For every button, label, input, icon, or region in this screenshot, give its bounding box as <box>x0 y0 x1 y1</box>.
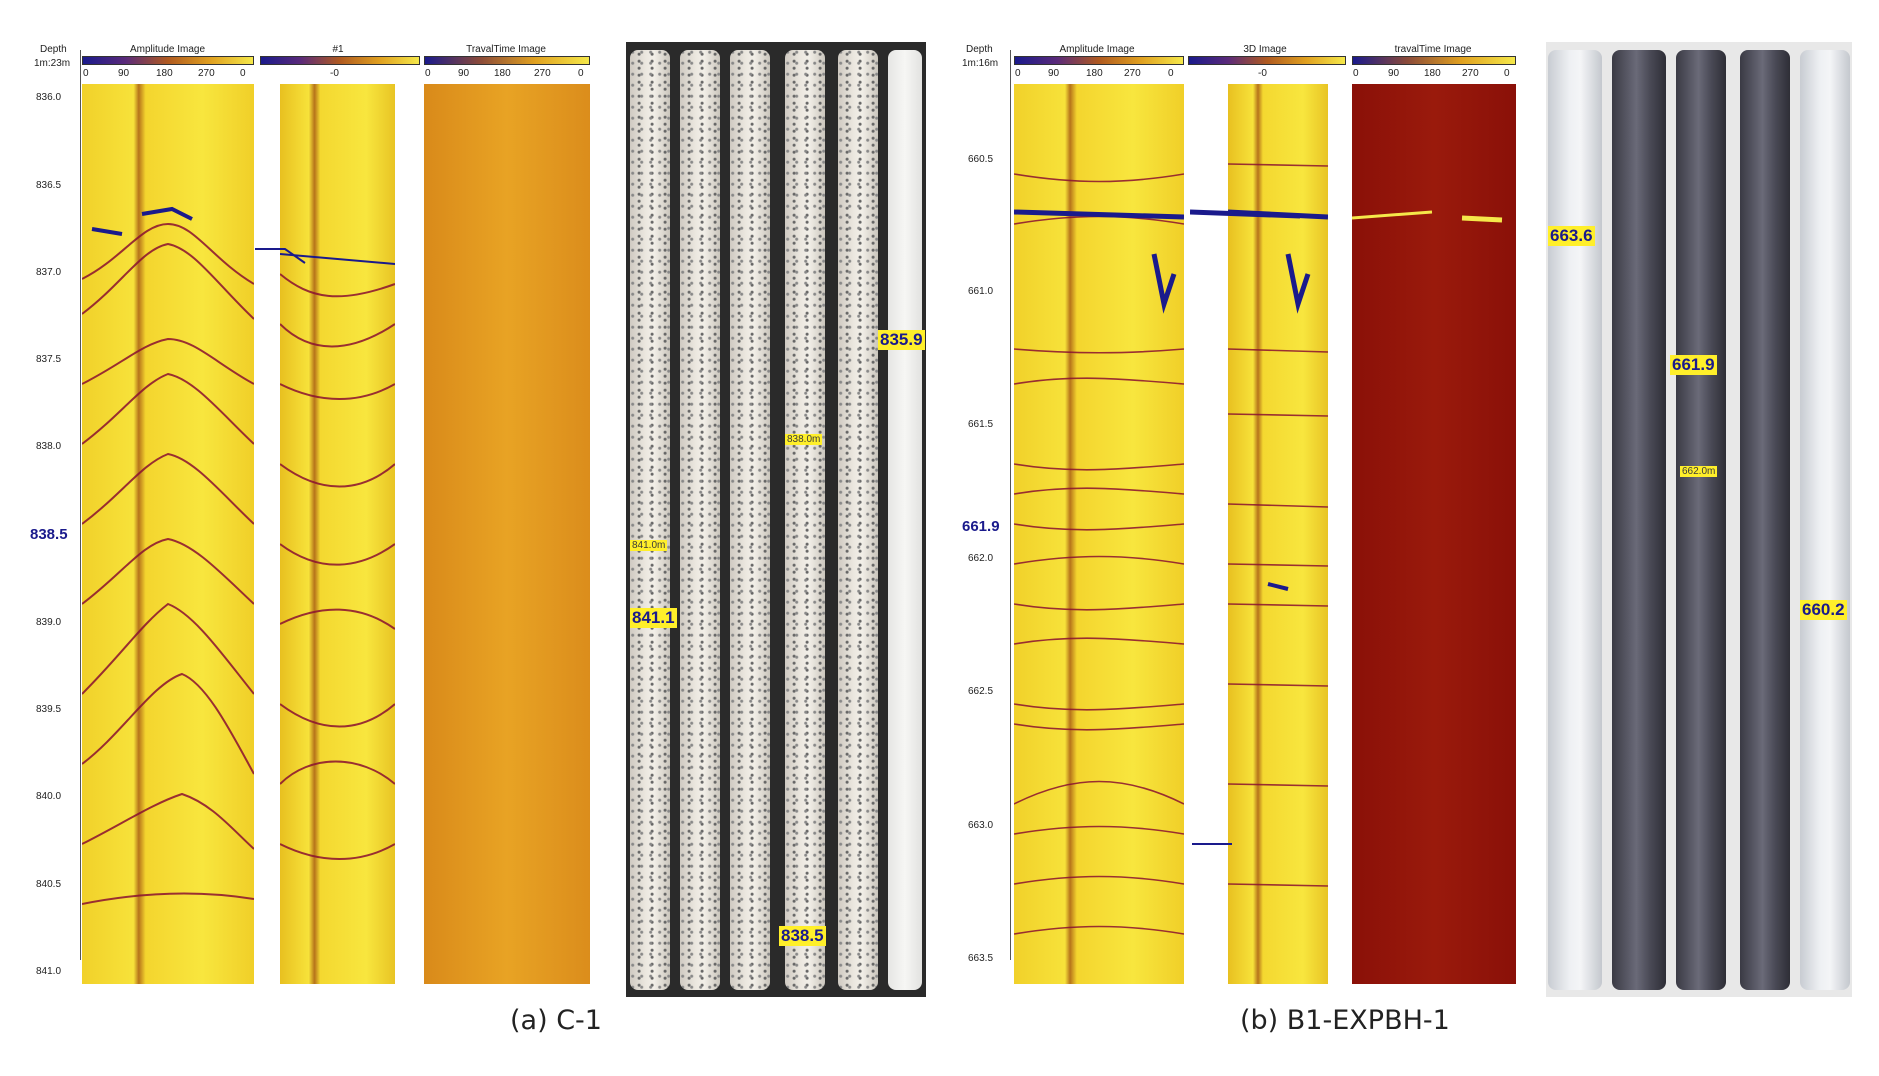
depth-label: 660.5 <box>968 154 994 165</box>
tick: -0 <box>330 68 339 79</box>
tick: 180 <box>494 68 511 79</box>
depth-label: 836.0 <box>36 92 62 103</box>
depth-axis-a <box>80 50 81 960</box>
tick: 180 <box>1424 68 1441 79</box>
track-title-1-a: #1 <box>332 44 344 55</box>
depth-label: 662.0 <box>968 553 994 564</box>
tick: 90 <box>118 68 130 79</box>
fracture-mark-a <box>255 248 306 264</box>
core-sample <box>730 50 770 990</box>
depth-label: 841.0 <box>36 966 62 977</box>
tick: 0 <box>240 68 246 79</box>
fracture-mark-b2 <box>1192 843 1232 845</box>
depth-label: 839.0 <box>36 617 62 628</box>
tick: 0 <box>578 68 584 79</box>
depth-label: 837.5 <box>36 354 62 365</box>
colorbar-amplitude-a <box>82 56 254 65</box>
depth-label: 663.0 <box>968 820 994 831</box>
depth-label: 661.5 <box>968 419 994 430</box>
fracture-mark-b <box>1190 209 1301 219</box>
track-title-amplitude-a: Amplitude Image <box>129 44 206 55</box>
depth-label: 662.5 <box>968 686 994 697</box>
track-title-traveltime-b: travalTime Image <box>1394 44 1472 55</box>
depth-label: 838.0 <box>36 441 62 452</box>
traveltime-log-a <box>424 84 590 984</box>
tick: 0 <box>425 68 431 79</box>
track-title-traveltime-a: TravalTime Image <box>466 44 546 55</box>
tick: 90 <box>458 68 470 79</box>
depth-axis-b <box>1010 50 1011 960</box>
tick: 90 <box>1388 68 1400 79</box>
track-title-3d-b: 3D Image <box>1243 44 1287 55</box>
core-label: 841.1 <box>630 608 677 628</box>
tick: 0 <box>1353 68 1359 79</box>
tick: 180 <box>1086 68 1103 79</box>
depth-label: 837.0 <box>36 267 62 278</box>
amplitude-log-b <box>1014 84 1184 984</box>
tick: 270 <box>1124 68 1141 79</box>
tick: -0 <box>1258 68 1267 79</box>
tick: 270 <box>1462 68 1479 79</box>
core-sample <box>1676 50 1726 990</box>
core-sample <box>1548 50 1602 990</box>
amplitude-log-a <box>82 84 254 984</box>
core-label: 660.2 <box>1800 600 1847 620</box>
tick: 180 <box>156 68 173 79</box>
core-small-label: 838.0m <box>785 434 823 445</box>
depth-header-a: Depth <box>40 44 67 55</box>
track-title-amplitude-b: Amplitude Image <box>1059 44 1135 55</box>
depth-label: 839.5 <box>36 704 62 715</box>
tick: 0 <box>1504 68 1510 79</box>
colorbar-traveltime-a <box>424 56 590 65</box>
core-label: 661.9 <box>1670 355 1717 375</box>
core-label: 663.6 <box>1548 226 1595 246</box>
image-1-log-a <box>280 84 395 984</box>
core-label: 835.9 <box>878 330 925 350</box>
core-sample <box>1740 50 1790 990</box>
tick: 0 <box>83 68 89 79</box>
caption-a: (a) C-1 <box>510 1005 602 1036</box>
core-small-label: 841.0m <box>630 540 668 551</box>
depth-label: 840.5 <box>36 879 62 890</box>
depth-scale-b: 1m:16m <box>962 58 999 69</box>
caption-b: (b) B1-EXPBH-1 <box>1240 1005 1450 1036</box>
core-sample <box>838 50 878 990</box>
core-sample <box>888 50 922 990</box>
highlight-depth-a: 838.5 <box>30 526 68 543</box>
tick: 0 <box>1168 68 1174 79</box>
tick: 0 <box>1015 68 1021 79</box>
depth-label: 661.0 <box>968 286 994 297</box>
core-box-a <box>626 42 926 997</box>
tick: 90 <box>1048 68 1060 79</box>
depth-label: 840.0 <box>36 791 62 802</box>
image-3d-log-b <box>1228 84 1328 984</box>
depth-label: 836.5 <box>36 180 62 191</box>
colorbar-amplitude-b <box>1014 56 1184 65</box>
colorbar-1-a <box>260 56 420 65</box>
core-sample <box>785 50 825 990</box>
core-sample <box>680 50 720 990</box>
colorbar-traveltime-b <box>1352 56 1516 65</box>
colorbar-3d-b <box>1188 56 1346 65</box>
tick: 270 <box>198 68 215 79</box>
core-sample <box>1800 50 1850 990</box>
tick: 270 <box>534 68 551 79</box>
highlight-depth-b: 661.9 <box>962 518 1000 535</box>
traveltime-log-b <box>1352 84 1516 984</box>
depth-header-b: Depth <box>966 44 993 55</box>
depth-scale-a: 1m:23m <box>34 58 71 69</box>
core-sample <box>630 50 670 990</box>
core-label: 838.5 <box>779 926 826 946</box>
core-small-label: 662.0m <box>1680 466 1718 477</box>
depth-label: 663.5 <box>968 953 994 964</box>
core-sample <box>1612 50 1666 990</box>
